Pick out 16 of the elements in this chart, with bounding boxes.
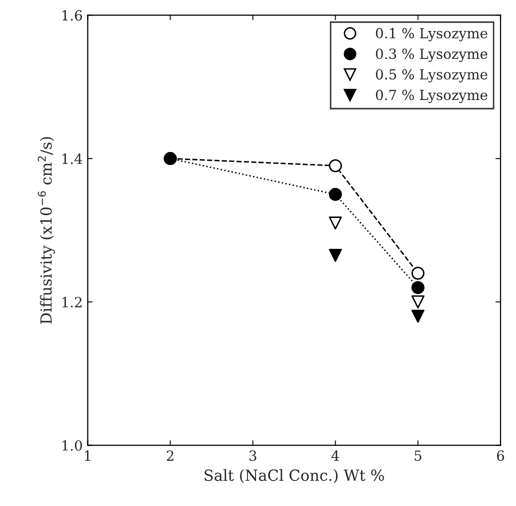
x-tick-label: 2 <box>166 450 174 461</box>
y-tick-label: 1.2 <box>62 296 82 308</box>
legend-label: 0.7 % Lysozyme <box>376 90 488 104</box>
x-tick-label: 3 <box>249 450 256 461</box>
x-tick-label: 1 <box>84 450 90 461</box>
y-tick-label: 1.4 <box>62 154 82 164</box>
legend-label: 0.3 % Lysozyme <box>376 48 488 62</box>
x-axis-title: Salt (NaCl Conc.) Wt % <box>204 469 384 484</box>
x-tick-label: 5 <box>414 450 422 461</box>
x-tick-label: 6 <box>497 450 504 461</box>
y-tick-label: 1.6 <box>62 10 82 21</box>
legend-label: 0.1 % Lysozyme <box>376 28 488 42</box>
y-axis-title: Diffusivity (x10$^{−6}$ cm$^{2}$/s) <box>38 137 55 324</box>
legend-label: 0.5 % Lysozyme <box>376 69 488 82</box>
x-tick-label: 4 <box>331 450 340 461</box>
y-tick-label: 1.0 <box>62 440 82 451</box>
